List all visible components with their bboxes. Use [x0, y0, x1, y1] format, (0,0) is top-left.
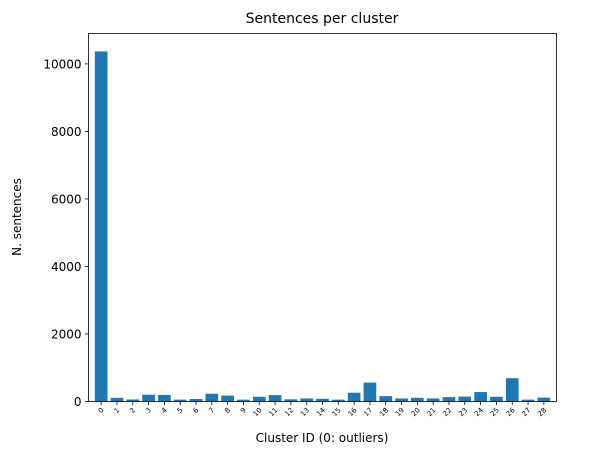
- x-tick-label: 24: [473, 406, 485, 418]
- x-tick-label: 7: [207, 406, 216, 415]
- x-tick-label: 9: [239, 406, 248, 415]
- chart-title: Sentences per cluster: [246, 11, 399, 27]
- x-tick-label: 4: [160, 406, 169, 415]
- x-tick-label: 25: [489, 406, 501, 418]
- bar-cluster-14: [316, 398, 329, 402]
- bar-cluster-0: [94, 51, 108, 402]
- x-axis: 0 1 2 3 4 5 6 7 8 9 10 11 12 13 14 15 16 17 18 19 20 21 22 23 24…: [97, 401, 548, 418]
- bar-cluster-24: [474, 392, 487, 402]
- bar-cluster-1: [110, 397, 124, 402]
- bar-cluster-5: [173, 399, 187, 402]
- x-tick-label: 6: [192, 406, 201, 415]
- x-tick-label: 20: [410, 406, 422, 418]
- bar-cluster-16: [347, 392, 361, 402]
- plot-area-frame: [88, 33, 557, 402]
- bar-cluster-18: [379, 396, 393, 402]
- bars-group: [94, 51, 551, 402]
- x-tick-label: 2: [128, 406, 137, 415]
- bar-cluster-9: [237, 399, 250, 402]
- bar-cluster-2: [126, 399, 140, 402]
- x-tick-label: 21: [426, 406, 438, 418]
- x-tick-label: 22: [441, 406, 453, 418]
- bar-cluster-10: [252, 396, 266, 402]
- x-tick-label: 12: [283, 406, 295, 418]
- y-tick-label: 6000: [51, 192, 82, 206]
- x-tick-label: 11: [268, 406, 280, 418]
- x-tick-label: 27: [520, 406, 532, 418]
- x-tick-label: 0: [97, 406, 106, 415]
- bar-cluster-15: [331, 399, 345, 402]
- bar-cluster-13: [300, 398, 314, 402]
- bar-cluster-17: [363, 382, 377, 402]
- x-tick-label: 28: [536, 406, 548, 418]
- bar-cluster-7: [205, 393, 219, 402]
- x-tick-label: 3: [144, 406, 153, 415]
- bar-cluster-27: [521, 399, 535, 402]
- bar-cluster-28: [537, 397, 551, 402]
- x-tick-label: 16: [347, 406, 359, 418]
- bar-cluster-21: [426, 398, 440, 402]
- x-tick-label: 1: [113, 406, 122, 415]
- x-tick-label: 15: [331, 406, 343, 418]
- x-tick-label: 26: [505, 406, 517, 418]
- bar-cluster-8: [221, 395, 234, 402]
- bar-cluster-6: [189, 398, 203, 402]
- x-tick-label: 14: [315, 406, 327, 418]
- y-tick-label: 8000: [51, 125, 82, 139]
- x-tick-label: 13: [299, 406, 311, 418]
- x-tick-label: 23: [457, 406, 469, 418]
- bar-cluster-3: [142, 394, 155, 402]
- bar-cluster-11: [268, 395, 282, 402]
- x-tick-label: 18: [378, 406, 390, 418]
- bar-cluster-12: [284, 399, 298, 402]
- bar-cluster-22: [442, 397, 456, 402]
- y-axis: 0 2000 4000 6000 8000 10000: [43, 57, 89, 409]
- y-axis-label: N. sentences: [10, 178, 24, 256]
- x-tick-label: 8: [223, 406, 232, 415]
- x-axis-label: Cluster ID (0: outliers): [256, 431, 389, 445]
- y-tick-label: 10000: [43, 57, 81, 71]
- bar-cluster-23: [458, 396, 472, 402]
- bar-cluster-4: [158, 394, 171, 402]
- x-tick-label: 19: [394, 406, 406, 418]
- y-tick-label: 0: [74, 395, 82, 409]
- y-tick-label: 2000: [51, 327, 82, 341]
- bar-cluster-25: [490, 396, 503, 402]
- x-tick-label: 17: [362, 406, 374, 418]
- x-tick-label: 10: [252, 406, 264, 418]
- bar-cluster-26: [505, 378, 519, 402]
- x-tick-label: 5: [176, 406, 185, 415]
- y-tick-label: 4000: [51, 260, 82, 274]
- bar-cluster-19: [395, 398, 408, 402]
- bar-cluster-20: [411, 397, 424, 402]
